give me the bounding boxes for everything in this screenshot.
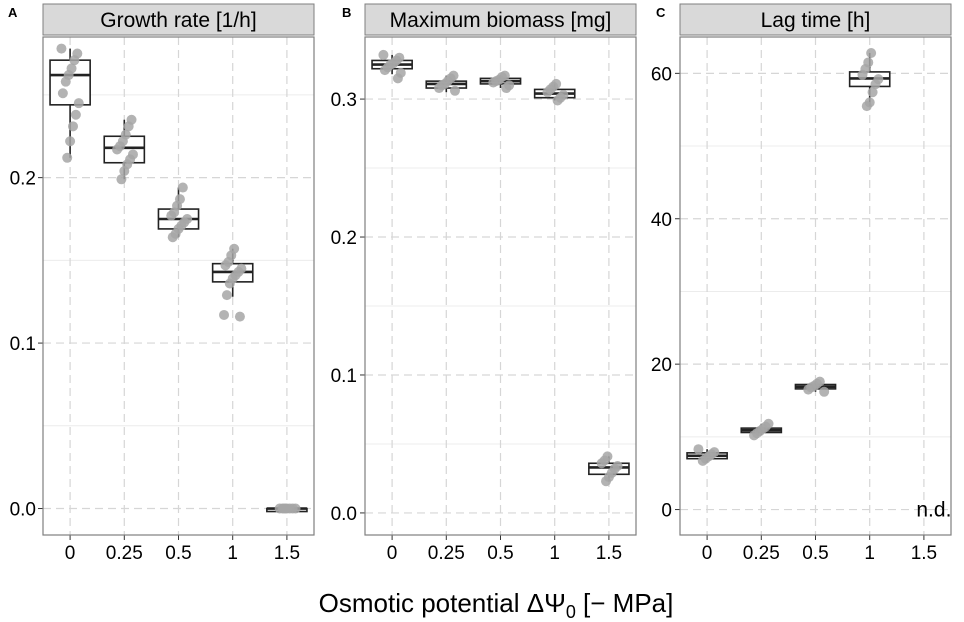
data-point [749,430,760,441]
data-point [112,144,123,155]
x-axis-label: Osmotic potential ΔΨ0 [− MPa] [319,588,674,622]
annotation-nd: n.d. [916,499,951,522]
y-tick-label: 0.1 [10,334,36,355]
data-point [60,76,71,87]
data-point [867,87,878,98]
y-tick-label: 40 [651,210,672,231]
panel-letter: A [8,5,18,20]
panel-a: A Growth rate [1/h] 0.0 0.1 0.2 0 0.25 0.5 1 1.5 [8,3,315,564]
x-tick-label: 1 [227,543,238,564]
data-point [378,49,389,60]
strip-title: Lag time [h] [761,9,871,32]
data-point [57,88,68,99]
plot-frame [42,36,315,536]
data-point [596,458,607,469]
strip-background [42,3,315,36]
data-point [697,455,708,466]
plot-frame [679,36,952,536]
y-tick-label: 0.2 [331,228,357,249]
x-tick-label: 0.5 [487,543,513,564]
x-tick-label: 1.5 [911,543,937,564]
data-point [392,73,403,84]
x-axis-label-main: Osmotic potential ΔΨ [319,588,566,618]
plot-frame [364,36,637,536]
y-tick-label: 0.3 [331,90,357,111]
strip-title: Maximum biomass [mg] [390,9,612,32]
data-point [279,503,290,514]
data-point [552,95,563,106]
x-tick-label: 0.5 [165,543,191,564]
data-point [67,121,78,132]
data-point [119,166,130,177]
data-point [69,55,80,66]
x-tick-label: 1.5 [274,543,300,564]
data-point [488,77,499,88]
data-point [220,260,231,271]
x-tick-label: 0 [702,543,713,564]
data-point [221,290,232,301]
data-point [73,98,84,109]
panels: A Growth rate [1/h]0.00.10.20 0.25 0.5 1 1.5B… [8,3,952,564]
data-point [866,47,877,58]
data-point [434,83,445,94]
panel-b: B Maximum biomass [mg] 0.0 0.1 0.2 0.3 0 0.25 0.… [331,3,637,564]
x-tick-label: 1 [549,543,560,564]
x-tick-label: 0.25 [743,543,780,564]
panel-c: C Lag time [h] 0 20 40 60 0 0.25 0.5 1 1.5 n.d. [651,3,952,564]
data-point [379,65,390,76]
data-point [70,109,81,120]
data-point [542,87,553,98]
x-tick-label: 0.5 [802,543,828,564]
x-axis-label-unit: [− MPa] [576,588,674,618]
data-point [56,43,67,54]
data-point [501,83,512,94]
strip-title: Growth rate [1/h] [100,9,256,32]
panel-letter: B [342,5,351,20]
x-tick-label: 1.5 [596,543,622,564]
data-point [870,79,881,90]
y-tick-label: 0.1 [331,366,357,387]
y-tick-label: 60 [651,64,672,85]
data-point [167,232,178,243]
strip-background [364,3,637,36]
y-tick-label: 0.2 [10,169,36,190]
y-tick-label: 20 [651,355,672,376]
x-tick-label: 1 [864,543,875,564]
data-point [803,384,814,395]
data-point [123,121,134,132]
x-tick-label: 0 [387,543,398,564]
y-tick-label: 0.0 [10,500,36,521]
data-point [693,444,704,455]
x-tick-label: 0 [65,543,76,564]
data-point [62,152,73,163]
data-point [224,278,235,289]
data-point [166,210,177,221]
data-point [234,311,245,322]
x-tick-label: 0.25 [106,543,143,564]
data-point [819,386,830,397]
y-tick-label: 0 [661,501,672,522]
strip-background [679,3,952,36]
data-point [65,136,76,147]
data-point [116,174,127,185]
x-axis-label-subscript: 0 [566,602,576,622]
x-tick-label: 0.25 [428,543,465,564]
data-point [861,101,872,112]
panel-letter: C [656,5,666,20]
data-point [601,476,612,487]
data-point [449,85,460,96]
data-point [219,309,230,320]
data-point [177,182,188,193]
data-point [857,69,868,80]
y-tick-label: 0.0 [331,504,357,525]
